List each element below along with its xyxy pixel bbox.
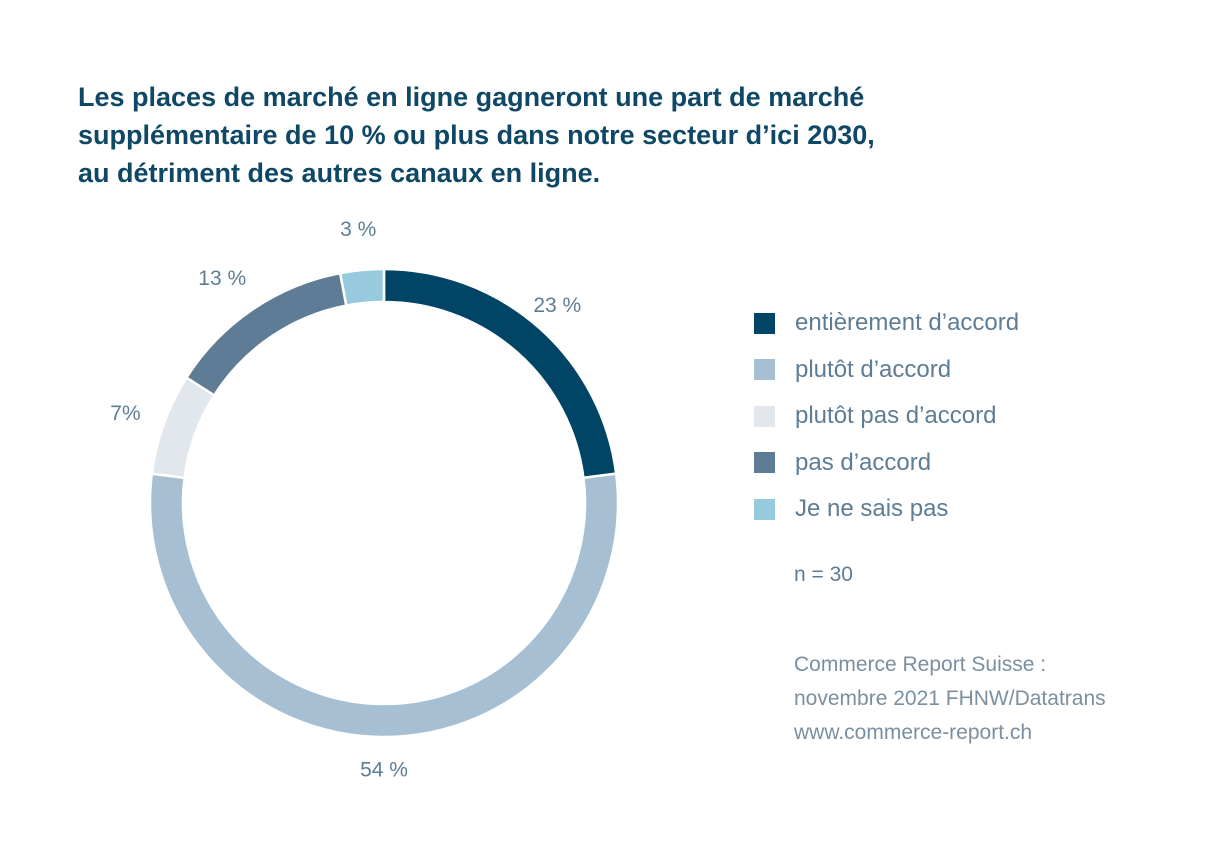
legend-item-pas-d-accord: pas d’accord — [754, 440, 1019, 487]
legend-item-entierement-d-accord: entièrement d’accord — [754, 300, 1019, 347]
source-note: Commerce Report Suisse : novembre 2021 F… — [794, 648, 1106, 750]
slice-data-label: 7% — [110, 402, 140, 425]
source-line-1: Commerce Report Suisse : — [794, 653, 1047, 676]
legend-item-plutot-d-accord: plutôt d’accord — [754, 347, 1019, 394]
legend-swatch — [754, 452, 775, 474]
legend-label: Je ne sais pas — [795, 495, 949, 523]
legend-swatch — [754, 359, 775, 381]
legend-item-je-ne-sais-pas: Je ne sais pas — [754, 486, 1019, 533]
slice-data-label: 13 % — [198, 267, 246, 290]
source-line-3: www.commerce-report.ch — [794, 721, 1033, 744]
legend-item-plutot-pas-d-accord: plutôt pas d’accord — [754, 393, 1019, 440]
legend-label: entièrement d’accord — [795, 309, 1020, 337]
legend-label: plutôt pas d’accord — [795, 402, 997, 430]
donut-slice — [382, 267, 618, 480]
donut-slice — [184, 271, 348, 398]
legend-swatch — [754, 312, 775, 334]
slice-data-label: 54 % — [360, 759, 408, 782]
chart-title: Les places de marché en ligne gagneront … — [78, 78, 958, 192]
legend-label: pas d’accord — [795, 448, 932, 476]
source-line-2: novembre 2021 FHNW/Datatrans — [794, 687, 1106, 710]
slice-data-label: 3 % — [340, 218, 376, 241]
donut-slice — [148, 472, 620, 739]
slice-data-label: 23 % — [533, 294, 581, 317]
legend-swatch — [754, 498, 775, 520]
donut-slice — [150, 375, 217, 480]
chart-legend: entièrement d’accord plutôt d’accord plu… — [754, 300, 1019, 533]
sample-size-note: n = 30 — [794, 563, 853, 586]
legend-swatch — [754, 405, 775, 427]
chart-title-line-3: au détriment des autres canaux en ligne. — [78, 158, 601, 188]
chart-title-line-1: Les places de marché en ligne gagneront … — [78, 82, 865, 112]
donut-chart: 23 % 54 % 7% 13 % 3 % — [110, 218, 620, 782]
legend-label: plutôt d’accord — [795, 355, 952, 383]
donut-slice — [338, 267, 386, 308]
chart-title-line-2: supplémentaire de 10 % ou plus dans notr… — [78, 120, 875, 150]
